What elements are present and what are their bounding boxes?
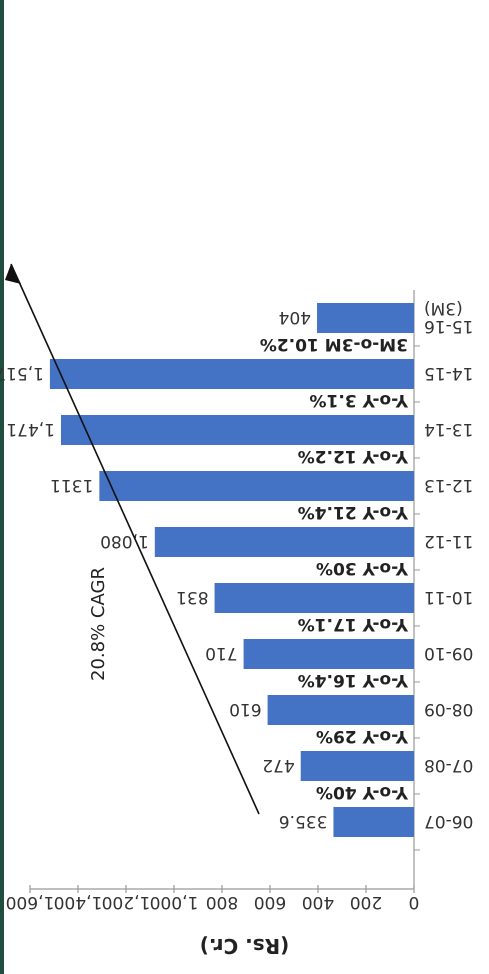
value-axis-title: (Rs. Cr.) <box>200 934 289 958</box>
tick-label: 1,400 <box>54 892 103 912</box>
tick-label: 0 <box>409 892 420 912</box>
data-label: 610 <box>229 699 261 719</box>
category-label: 08-09 <box>424 699 473 719</box>
category-label: 15-16 <box>424 316 473 336</box>
data-label: 335.6 <box>279 811 328 831</box>
data-label: 1,517 <box>0 363 44 383</box>
bar <box>99 471 414 501</box>
data-label: 1,080 <box>100 531 149 551</box>
tick-label: 1,600 <box>6 892 55 912</box>
tick-label: 1,000 <box>150 892 199 912</box>
growth-label: Y-o-Y 3.1% <box>310 390 409 410</box>
bar <box>317 303 414 333</box>
growth-label: Y-o-Y 12.2% <box>298 446 409 466</box>
cagr-arrowhead <box>5 264 21 284</box>
growth-label: Y-o-Y 21.4% <box>298 502 409 522</box>
bar <box>243 639 414 669</box>
bar <box>300 751 414 781</box>
data-label: 710 <box>205 643 237 663</box>
left-border <box>0 0 4 974</box>
bar <box>267 695 414 725</box>
data-label: 404 <box>279 307 311 327</box>
growth-label: Y-o-Y 16.4% <box>298 670 409 690</box>
category-label: 13-14 <box>424 419 473 439</box>
cagr-label: 20.8% CAGR <box>88 567 109 681</box>
data-label: 1311 <box>50 475 93 495</box>
tick-label: 1,200 <box>102 892 151 912</box>
bar <box>214 583 414 613</box>
tick-label: 200 <box>350 892 382 912</box>
category-label: 07-08 <box>424 755 473 775</box>
data-label: 1,471 <box>6 419 55 439</box>
category-label: 11-12 <box>424 531 473 551</box>
bar <box>154 527 414 557</box>
tick-label: 400 <box>302 892 334 912</box>
category-label: 09-10 <box>424 643 473 663</box>
growth-label: Y-o-Y 40% <box>316 782 409 802</box>
growth-label: Y-o-Y 17.1% <box>298 614 409 634</box>
tick-label: 600 <box>254 892 286 912</box>
category-label: 12-13 <box>424 475 473 495</box>
bar <box>333 807 414 837</box>
bar <box>60 415 414 445</box>
category-label: 14-15 <box>424 363 473 383</box>
growth-label: Y-o-Y 29% <box>316 726 409 746</box>
category-label: (3M) <box>424 298 463 318</box>
cagr-arrow <box>10 263 260 815</box>
category-label: 10-11 <box>424 587 473 607</box>
data-label: 831 <box>176 587 208 607</box>
data-label: 472 <box>262 755 294 775</box>
bar <box>49 359 414 389</box>
category-label: 06-07 <box>424 811 473 831</box>
growth-label: 3M-o-3M 10.2% <box>260 334 408 354</box>
growth-label: Y-o-Y 30% <box>316 558 409 578</box>
tick-label: 800 <box>206 892 238 912</box>
